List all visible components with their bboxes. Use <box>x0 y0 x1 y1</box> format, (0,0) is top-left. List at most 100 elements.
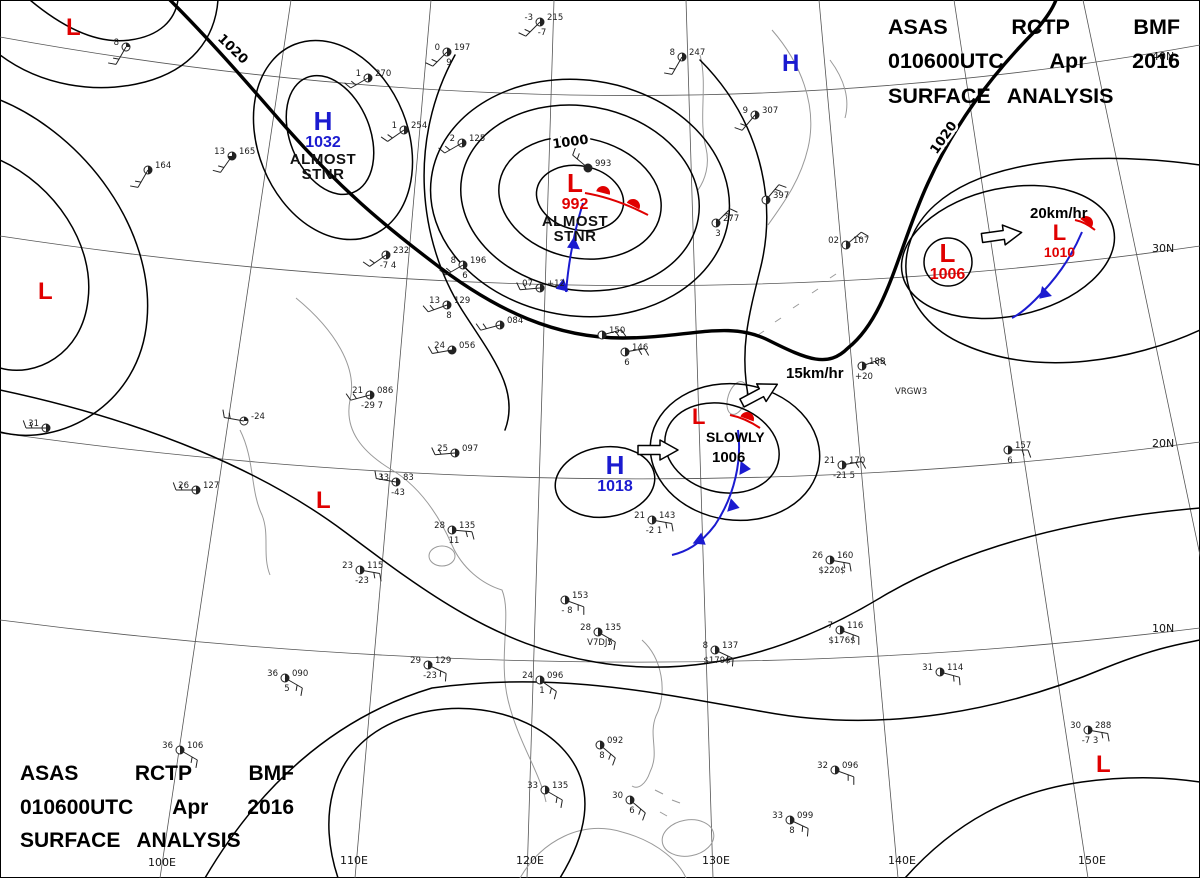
movement-speed-label: 15km/hr <box>786 365 844 382</box>
station-pressure: 106 <box>187 741 203 751</box>
low-992: L 992 ALMOST STNR <box>540 169 610 245</box>
wind-barb-tick <box>638 808 642 815</box>
wind-barb-tick <box>615 331 620 337</box>
wind-barb-shaft <box>1087 729 1108 734</box>
station-temp: 21 <box>352 386 363 396</box>
wind-barb-tick <box>431 58 438 63</box>
meridian-140e <box>818 0 899 878</box>
low-symbol: L <box>316 487 331 514</box>
wind-barb-tick <box>642 812 646 821</box>
wind-barb-tick <box>179 484 183 491</box>
station-aux: $179$ <box>703 656 730 666</box>
station-plot: 36 106 <box>162 741 203 768</box>
wind-barb-tick <box>1027 449 1032 458</box>
station-aux: 8 <box>599 751 604 761</box>
station-plot: 7 116 $176$ <box>828 621 864 646</box>
cloud-cover-fill <box>755 111 759 119</box>
wind-barb-tick <box>369 259 375 264</box>
station-plot: 21 170 -21 5 <box>824 456 867 481</box>
coastlines <box>239 29 848 878</box>
station-temp: 13 <box>214 147 225 157</box>
station-plot: 232 -7 4 <box>362 246 409 271</box>
wind-barb-shaft <box>480 324 501 331</box>
title-line-2: 010600UTC Apr 2016 <box>20 791 294 825</box>
title-word: ASAS <box>20 762 79 785</box>
low-1010: L 1010 <box>1032 220 1087 259</box>
station-plot: 25 097 <box>431 444 478 458</box>
station-plot: 18B +20 <box>855 357 887 382</box>
station-aux: 8 <box>446 311 451 321</box>
station-temp: 8 <box>114 38 119 48</box>
station-temp: 31 <box>28 419 39 429</box>
wind-barb-tick <box>482 323 487 329</box>
wind-barb-shaft <box>115 46 127 65</box>
movement-speed-label: 20km/hr <box>1030 205 1088 222</box>
station-temp: 33 <box>378 473 389 483</box>
wind-barb-tick <box>345 393 352 401</box>
cloud-cover-fill <box>840 626 844 634</box>
station-pressure: 170 <box>849 456 865 466</box>
station-pressure: 097 <box>462 444 478 454</box>
wind-barb-tick <box>560 799 563 808</box>
station-plot: 23 115 -23 <box>342 561 383 586</box>
station-plot: 164 <box>130 161 171 188</box>
wind-barb-shaft <box>451 529 472 533</box>
coast-visayas <box>654 789 681 817</box>
meridian-100e <box>159 0 292 878</box>
wind-barb-tick <box>22 420 27 429</box>
wind-barb-shaft <box>179 749 198 761</box>
wind-barb-tick <box>516 282 521 290</box>
wind-barb-tick <box>438 448 442 455</box>
cloud-cover-fill <box>462 139 466 147</box>
meridian-120e <box>526 0 555 878</box>
cold-front <box>671 429 741 556</box>
cold-front-triangle <box>1039 286 1052 299</box>
wind-barb-tick <box>644 348 650 356</box>
station-pressure: 129 <box>454 296 470 306</box>
title-line-1: ASAS RCTP BMF <box>20 757 294 791</box>
isobar <box>328 707 586 878</box>
lon-label-140e: 140E <box>888 854 916 867</box>
station-plot: 153- 8 <box>560 591 588 616</box>
wind-barb-tick <box>350 80 357 86</box>
low-symbol: L <box>1052 220 1067 245</box>
wind-barb-shaft <box>741 114 756 131</box>
meridian-160e <box>1082 0 1200 558</box>
station-pressure: 092 <box>607 736 623 746</box>
wind-barb-shaft <box>432 349 453 354</box>
station-aux: 6 <box>624 358 629 368</box>
wind-barb-tick <box>190 756 193 763</box>
wind-barb-tick <box>431 447 436 455</box>
wind-barb-shaft <box>845 231 862 246</box>
station-pressure: 397 <box>773 191 789 201</box>
isobar <box>0 389 1200 668</box>
wind-barb-shaft <box>714 649 734 659</box>
station-temp: 30 <box>612 791 623 801</box>
isobar <box>423 54 510 431</box>
wind-barb-tick <box>725 212 732 217</box>
wind-barb-tick <box>953 675 955 682</box>
warm-front-pip <box>626 199 640 210</box>
wind-barb-tick <box>374 470 377 479</box>
station-aux: 5 <box>284 684 289 694</box>
movement-arrow <box>637 439 679 461</box>
station-aux: 6 <box>1007 456 1012 466</box>
isobar <box>285 74 375 196</box>
wind-barb-tick <box>1101 732 1104 739</box>
high-symbol: H <box>313 106 333 136</box>
cloud-cover-fill <box>244 417 248 421</box>
station-pressure: 197 <box>454 43 470 53</box>
station-pressure: 153 <box>572 591 588 601</box>
wind-barb-tick <box>855 462 860 469</box>
station-pressure: 090 <box>292 669 308 679</box>
cloud-cover-fill <box>835 766 839 774</box>
wind-barb-shaft <box>427 664 447 674</box>
cloud-cover-fill <box>500 321 504 329</box>
wind-barb-shaft <box>715 208 731 224</box>
